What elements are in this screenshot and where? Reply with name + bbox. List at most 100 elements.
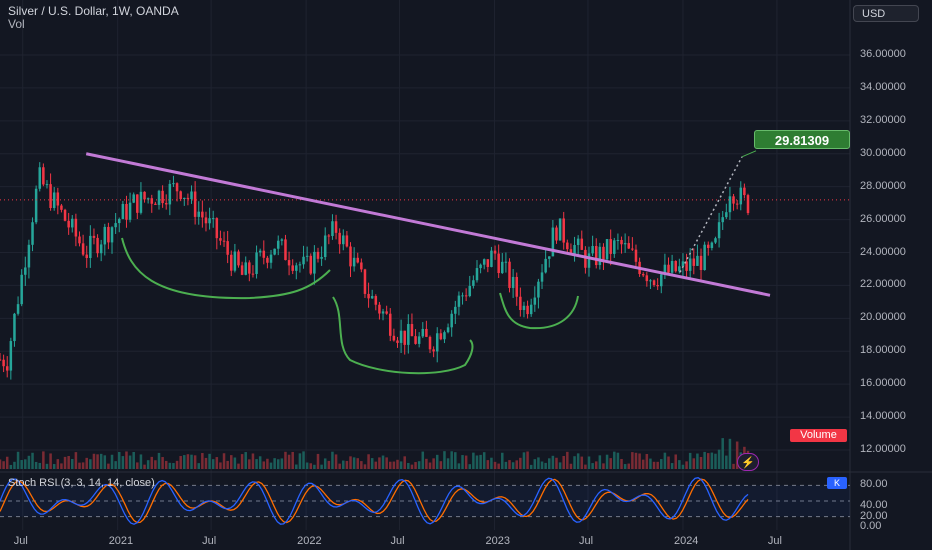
- candle-body: [378, 304, 381, 314]
- candle-body: [276, 240, 280, 249]
- candle-body: [114, 223, 117, 228]
- price-tick-label: 24.00000: [860, 245, 906, 258]
- candle-body: [186, 197, 190, 200]
- lightning-icon[interactable]: ⚡: [737, 453, 759, 471]
- volume-bar: [240, 454, 244, 469]
- candle-body: [439, 333, 443, 340]
- price-tick-label: 12.00000: [860, 443, 906, 455]
- volume-bar: [457, 463, 461, 469]
- volume-bar: [172, 463, 175, 469]
- volume-bar: [526, 451, 529, 469]
- candle-body: [49, 184, 52, 209]
- volume-bar: [660, 459, 663, 469]
- candle-body: [396, 340, 399, 343]
- candle-body: [537, 281, 540, 298]
- candle-body: [497, 253, 500, 274]
- volume-bar: [219, 462, 222, 469]
- volume-bar: [544, 462, 547, 469]
- candle-body: [219, 238, 222, 241]
- candle-body: [284, 239, 287, 261]
- volume-bar: [363, 464, 367, 469]
- volume-bar: [522, 452, 526, 469]
- volume-bar: [117, 451, 121, 469]
- candle-body: [204, 217, 208, 224]
- candle-body: [501, 261, 504, 274]
- time-tick-label: Jul: [578, 535, 594, 547]
- candle-body: [237, 251, 240, 266]
- candle-body: [620, 239, 623, 245]
- projection-line: [679, 156, 743, 273]
- volume-bar: [233, 457, 237, 469]
- volume-bar: [248, 459, 251, 469]
- volume-bar: [613, 451, 616, 469]
- volume-bar: [631, 452, 634, 469]
- volume-bar: [649, 458, 652, 469]
- stoch-rsi-label[interactable]: Stoch RSI (3, 3, 14, 14, close): [8, 477, 155, 489]
- volume-bar: [186, 454, 190, 469]
- candle-body: [714, 238, 717, 243]
- candle-body: [38, 167, 42, 189]
- candle-body: [352, 257, 356, 267]
- candle-body: [92, 235, 96, 238]
- volume-bar: [298, 453, 302, 469]
- volume-bar: [320, 464, 323, 469]
- candle-body: [266, 257, 269, 263]
- volume-bar: [374, 461, 378, 469]
- candle-body: [526, 305, 529, 315]
- candle-body: [313, 251, 316, 274]
- volume-bar: [20, 460, 23, 469]
- volume-bar: [342, 460, 345, 469]
- candle-body: [472, 280, 475, 286]
- candle-body: [125, 203, 128, 220]
- candle-body: [674, 260, 677, 272]
- candle-body: [403, 330, 406, 345]
- candle-body: [334, 221, 338, 233]
- candle-body: [627, 243, 631, 249]
- candle-body: [331, 221, 334, 237]
- volume-bar: [63, 456, 67, 469]
- price-tick-label: 32.00000: [860, 113, 906, 126]
- candle-body: [381, 311, 385, 314]
- time-tick-label: Jul: [767, 535, 782, 547]
- candle-body: [663, 264, 667, 275]
- hand-drawn-base-1: [121, 237, 331, 300]
- price-tick-label: 20.00000: [860, 311, 906, 324]
- candle-body: [555, 227, 558, 241]
- candle-body: [233, 251, 237, 271]
- candle-body: [190, 191, 193, 200]
- candle-body: [211, 218, 215, 220]
- candle-body: [717, 222, 721, 239]
- currency-button[interactable]: USD: [853, 5, 919, 22]
- candle-body: [688, 258, 692, 271]
- candle-body: [295, 265, 298, 271]
- volume-bar: [24, 459, 27, 469]
- volume-bar: [258, 456, 262, 469]
- volume-bar: [703, 451, 706, 469]
- volume-bar: [555, 457, 558, 469]
- volume-bar: [9, 464, 13, 469]
- volume-bar: [38, 462, 42, 469]
- volume-label: Vol: [8, 17, 25, 31]
- volume-bar: [49, 453, 52, 469]
- volume-bar: [230, 455, 233, 469]
- candle-body: [226, 241, 229, 255]
- volume-bar: [5, 456, 9, 469]
- volume-bar: [193, 455, 197, 469]
- volume-bar: [616, 452, 620, 469]
- candle-body: [605, 239, 609, 260]
- volume-bar: [164, 460, 168, 469]
- volume-bar: [385, 457, 388, 469]
- candle-body: [490, 250, 493, 267]
- volume-bar: [421, 451, 425, 469]
- volume-bar: [407, 463, 410, 469]
- candle-body: [302, 256, 305, 265]
- volume-bar: [645, 453, 649, 469]
- volume-bar: [150, 456, 154, 469]
- volume-bar: [529, 464, 533, 469]
- volume-bar: [201, 453, 204, 469]
- candle-body: [338, 232, 341, 245]
- symbol-title[interactable]: Silver / U.S. Dollar, 1W, OANDA: [8, 4, 179, 18]
- volume-bar: [504, 461, 508, 469]
- candle-body: [446, 327, 450, 333]
